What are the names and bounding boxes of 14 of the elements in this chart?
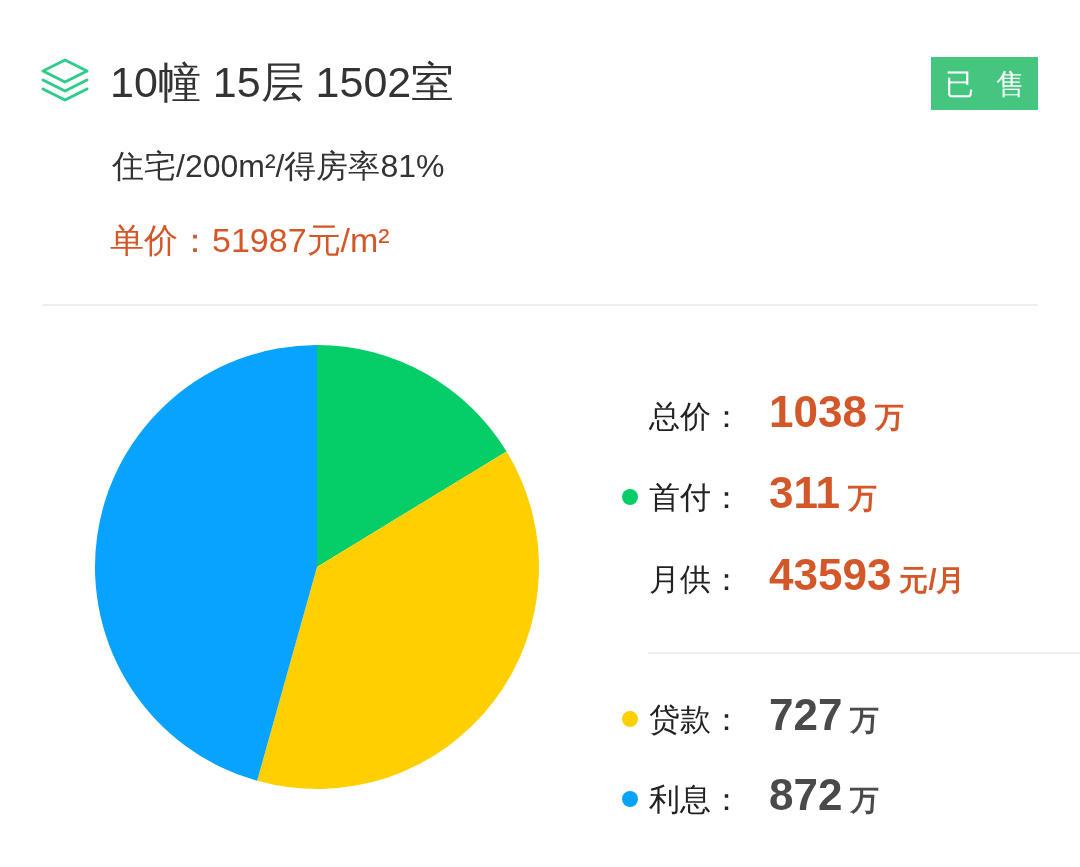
data-label: 872 万 <box>769 770 880 819</box>
data-label: 311 万 <box>769 468 878 517</box>
legend-label: 贷款 <box>649 702 711 737</box>
legend-label: 利息 <box>649 782 711 817</box>
legend-label: 首付 <box>649 480 711 515</box>
text: 月供： <box>649 562 742 597</box>
text: 43593 元/月 <box>769 550 966 599</box>
chart-title: 10幢 15层 1502室 <box>110 58 455 106</box>
text: 总价： <box>648 399 742 434</box>
text: 1038 万 <box>769 387 904 436</box>
text: 已 售 <box>944 68 1025 100</box>
data-label: 727 万 <box>769 690 880 739</box>
text: 单价：51987元/m² <box>110 221 390 259</box>
chart-subtitle: 住宅/200m²/得房率81% <box>111 148 445 184</box>
